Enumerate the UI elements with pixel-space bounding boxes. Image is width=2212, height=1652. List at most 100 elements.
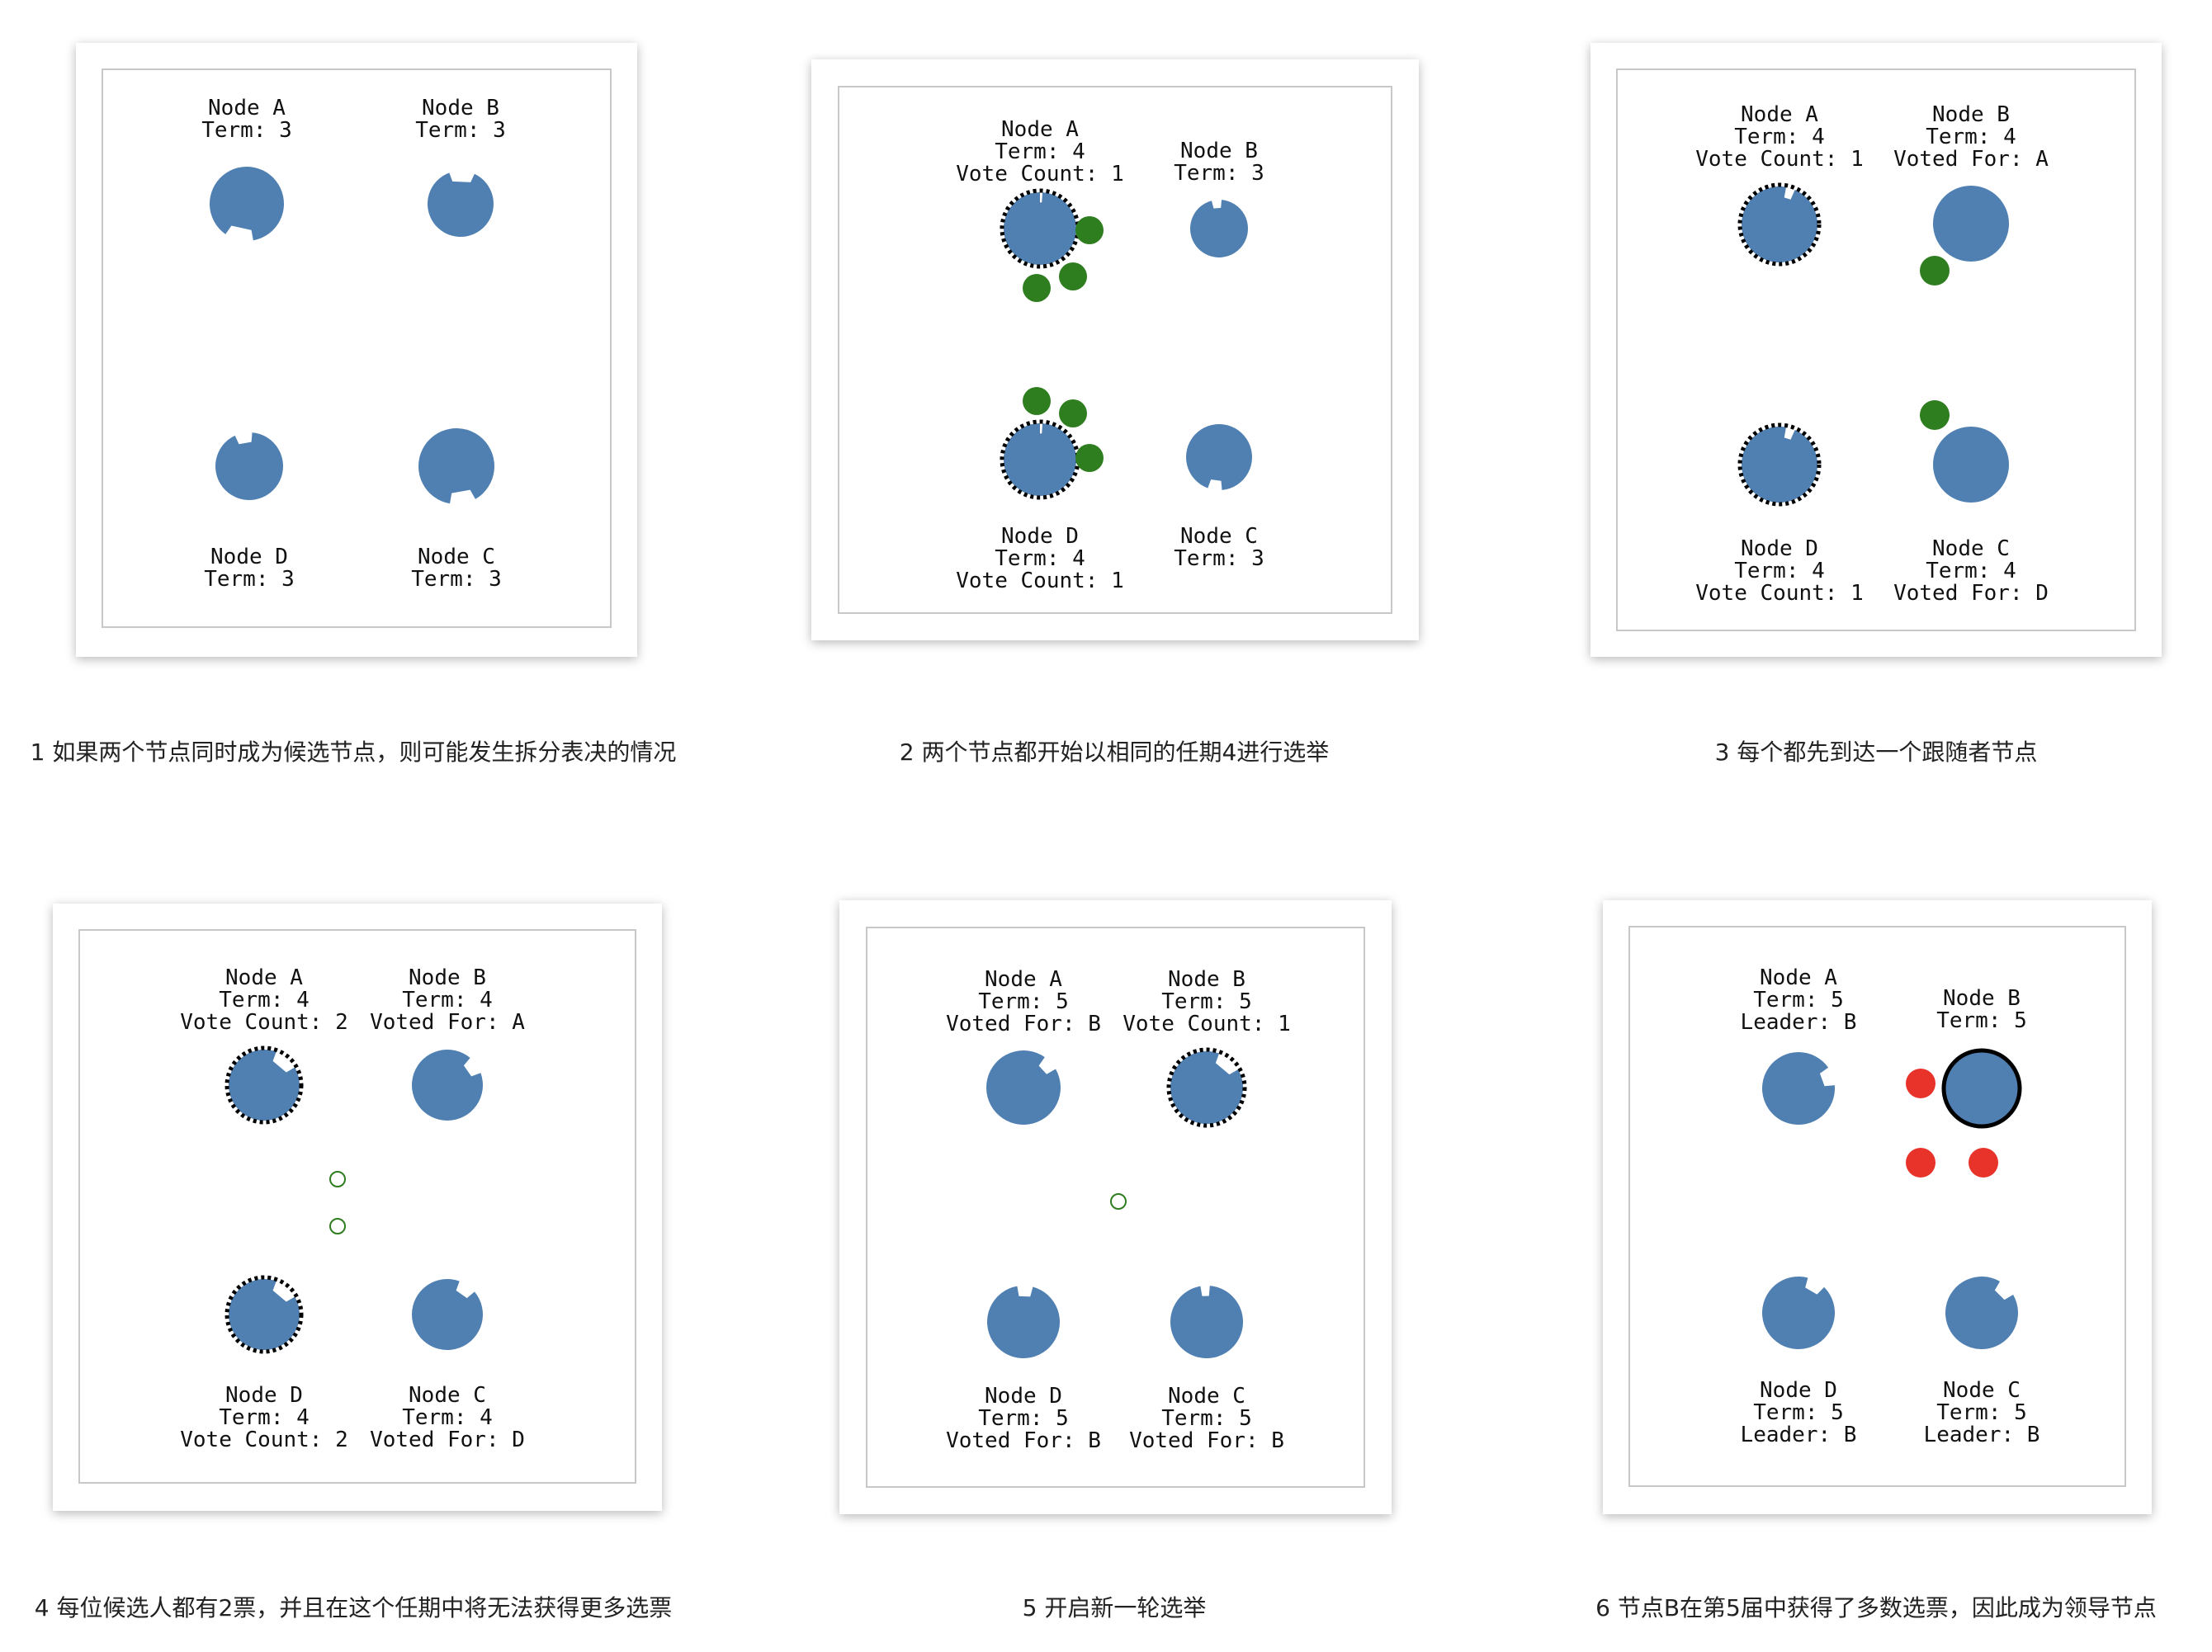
node-label-line: Term: 4 [995, 546, 1085, 571]
node-label-line: Term: 3 [204, 567, 295, 592]
node-label-line: Term: 5 [978, 1406, 1069, 1431]
node-label-line: Term: 4 [1734, 125, 1825, 149]
node-label-line: Node D [1741, 536, 1818, 561]
node-circle [418, 428, 494, 503]
vote-message [1059, 262, 1087, 290]
node-label-line: Vote Count: 1 [1695, 581, 1864, 606]
node-label-line: Term: 5 [1161, 1406, 1252, 1431]
vote-request-message [1111, 1194, 1126, 1209]
vote-message [1023, 274, 1051, 302]
node-label-line: Term: 4 [219, 988, 310, 1012]
node-label-line: Voted For: B [946, 1012, 1101, 1036]
node-circle [987, 1286, 1060, 1358]
heartbeat-message [1969, 1148, 1998, 1178]
node-circle [1933, 427, 2009, 503]
node-label-line: Node B [1932, 102, 2010, 127]
node-label-line: Node D [225, 1383, 303, 1408]
node-label-line: Node B [409, 965, 486, 990]
node-label-line: Node B [1168, 967, 1245, 992]
node-b: Node BTerm: 3 [415, 96, 506, 237]
node-label-line: Node C [1943, 1378, 2021, 1403]
node-label-line: Node B [1943, 986, 2021, 1011]
node-circle [1762, 1277, 1835, 1349]
node-label-line: Term: 3 [201, 118, 292, 143]
panel-caption-4: 4 每位候选人都有2票，并且在这个任期中将无法获得更多选票 [35, 1590, 673, 1623]
vote-message [1059, 399, 1087, 427]
node-label-line: Node C [1168, 1384, 1245, 1409]
node-label-line: Node C [1932, 536, 2010, 561]
node-b: Node BTerm: 4Voted For: A [1893, 102, 2049, 262]
node-label-line: Term: 3 [1174, 161, 1264, 186]
node-label-line: Term: 5 [1936, 1400, 2027, 1425]
node-label-line: Term: 4 [219, 1405, 310, 1430]
node-label-line: Term: 5 [978, 989, 1069, 1014]
node-b: Node BTerm: 3 [1174, 139, 1264, 257]
node-label-line: Term: 4 [402, 988, 493, 1012]
node-label-line: Voted For: A [1893, 147, 2049, 172]
node-label-line: Vote Count: 1 [1695, 147, 1864, 172]
vote-message [1920, 400, 1950, 430]
node-circle [1170, 1051, 1243, 1124]
panel-caption-1: 1 如果两个节点同时成为候选节点，则可能发生拆分表决的情况 [31, 734, 677, 767]
vote-message [1920, 256, 1950, 286]
panel-frame [1617, 69, 2135, 630]
vote-message [1075, 216, 1104, 244]
node-circle [215, 432, 283, 500]
node-d: Node DTerm: 3 [204, 432, 295, 592]
node-label-line: Term: 4 [1734, 559, 1825, 583]
node-label-line: Term: 5 [1753, 988, 1844, 1012]
heartbeat-message [1906, 1148, 1936, 1178]
node-label-line: Node C [1180, 524, 1258, 549]
node-circle [428, 172, 494, 237]
node-label-line: Vote Count: 1 [1123, 1012, 1291, 1036]
node-circle [1933, 186, 2009, 262]
node-label-line: Node A [1741, 102, 1818, 127]
node-c: Node CTerm: 5Voted For: B [1129, 1286, 1284, 1453]
node-label-line: Voted For: D [1893, 581, 2049, 606]
node-label-line: Voted For: B [946, 1428, 1101, 1453]
node-label-line: Term: 5 [1161, 989, 1252, 1014]
node-label-line: Node B [422, 96, 499, 120]
node-circle [1170, 1286, 1243, 1358]
node-d: Node DTerm: 4Vote Count: 1 [956, 422, 1124, 593]
vote-request-message [330, 1172, 345, 1187]
node-label-line: Term: 3 [411, 567, 502, 592]
node-label-line: Node A [1001, 117, 1079, 142]
node-circle [210, 167, 284, 240]
vote-message [1075, 444, 1104, 472]
panel-frame [1629, 927, 2125, 1486]
node-label-line: Voted For: B [1129, 1428, 1284, 1453]
node-label-line: Node D [1760, 1378, 1837, 1403]
panel-caption-3: 3 每个都先到达一个跟随者节点 [1715, 734, 2038, 767]
node-label-line: Term: 4 [1926, 559, 2016, 583]
node-label-line: Voted For: A [370, 1010, 525, 1035]
node-label-line: Term: 4 [402, 1405, 493, 1430]
node-label-line: Term: 4 [995, 139, 1085, 164]
node-label-line: Term: 3 [1174, 546, 1264, 571]
node-circle [412, 1050, 483, 1121]
node-b: Node BTerm: 5 [1936, 986, 2027, 1126]
node-label-line: Node A [225, 965, 303, 990]
node-circle [1004, 192, 1076, 265]
node-label-line: Vote Count: 2 [180, 1428, 348, 1452]
node-circle [1945, 1277, 2018, 1349]
node-label-line: Node A [1760, 965, 1837, 990]
node-label-line: Vote Count: 1 [956, 569, 1124, 593]
heartbeat-message [1906, 1069, 1936, 1098]
